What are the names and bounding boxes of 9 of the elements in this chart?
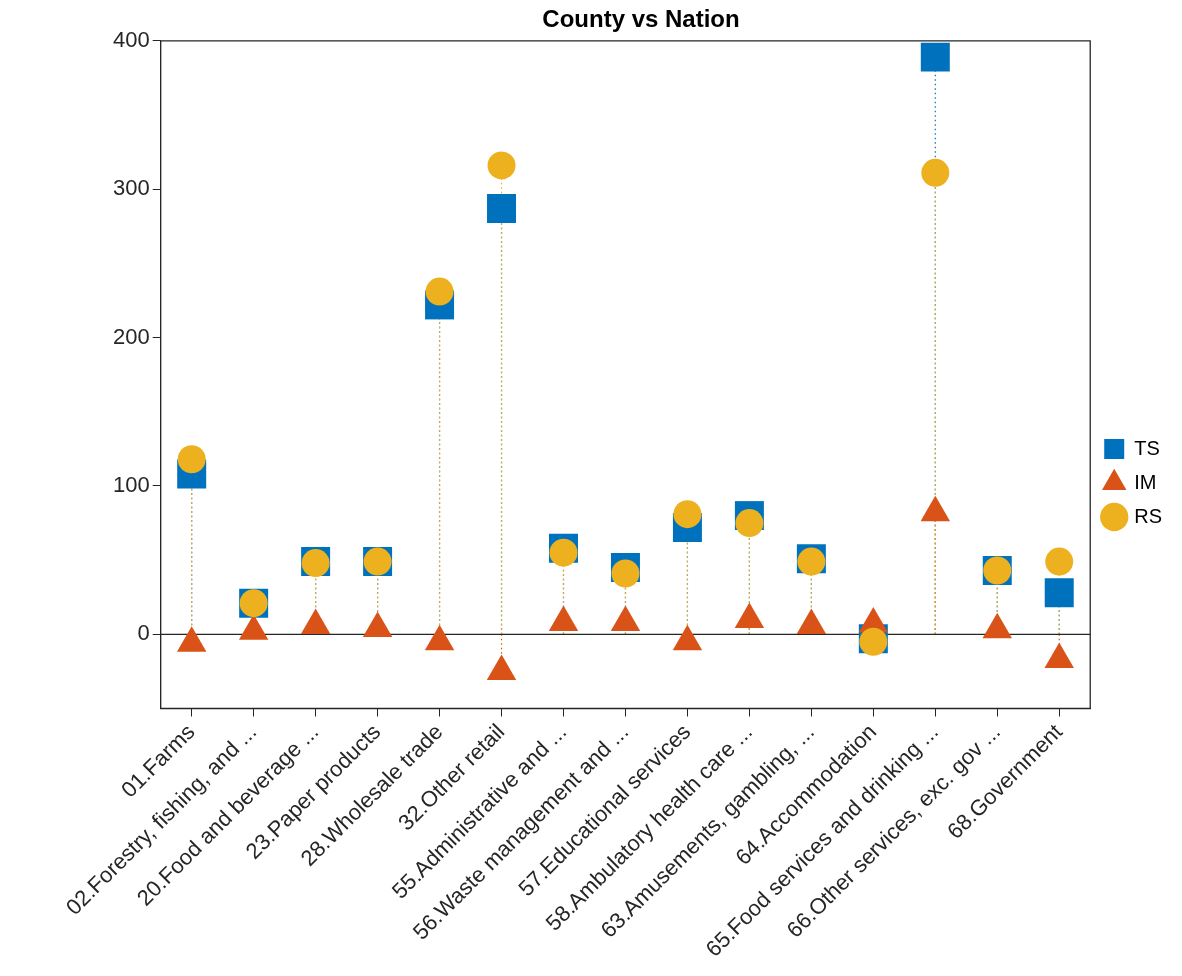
y-tick-label: 100 — [112, 472, 150, 497]
y-tick-label: 0 — [137, 620, 150, 646]
legend-label: TS — [1134, 436, 1160, 459]
y-tick-label: 400 — [112, 26, 150, 52]
legend-label: IM — [1134, 470, 1157, 493]
y-tick-label: 300 — [112, 175, 150, 201]
legend-label: RS — [1134, 504, 1163, 527]
chart-title: County vs Nation — [542, 5, 740, 33]
y-tick-label: 200 — [112, 323, 150, 349]
